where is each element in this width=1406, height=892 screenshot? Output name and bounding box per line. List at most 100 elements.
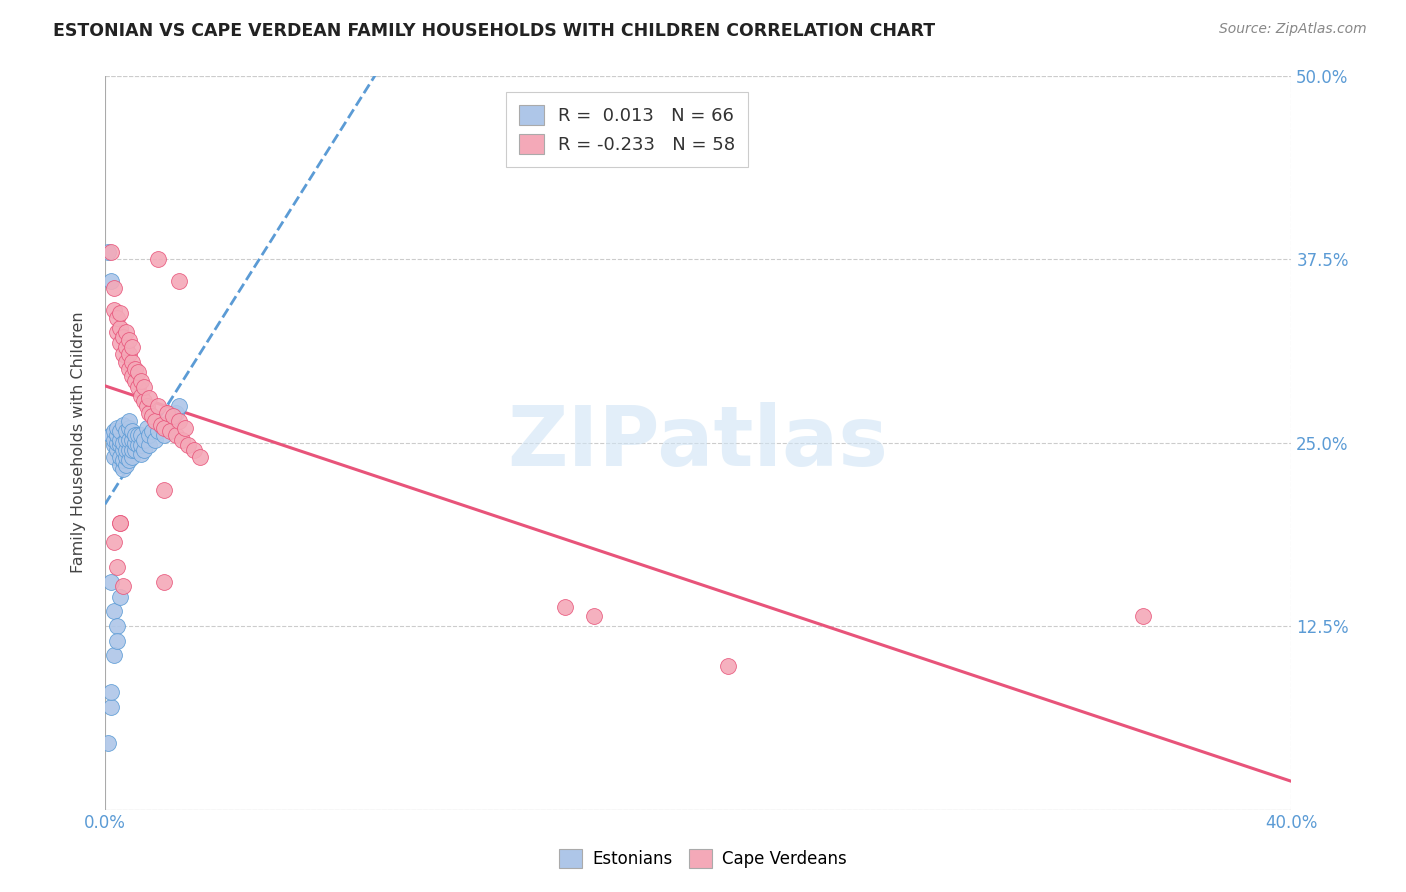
Point xyxy=(138,428,160,442)
Point xyxy=(100,274,122,288)
Point xyxy=(100,699,122,714)
Point xyxy=(108,433,131,447)
Point xyxy=(156,421,179,435)
Point xyxy=(111,453,134,467)
Point xyxy=(114,355,136,369)
Point xyxy=(108,516,131,531)
Point xyxy=(97,244,120,259)
Point xyxy=(105,560,128,574)
Point xyxy=(108,438,131,452)
Y-axis label: Family Households with Children: Family Households with Children xyxy=(72,311,86,574)
Point xyxy=(108,590,131,604)
Point xyxy=(148,252,170,266)
Point xyxy=(121,442,143,457)
Text: ZIPatlas: ZIPatlas xyxy=(508,402,889,483)
Point xyxy=(111,347,134,361)
Point xyxy=(118,362,141,376)
Point xyxy=(159,424,181,438)
Point xyxy=(159,413,181,427)
Point xyxy=(188,450,211,465)
Point xyxy=(156,406,179,420)
Point xyxy=(111,417,134,432)
Point xyxy=(153,428,176,442)
Point xyxy=(150,417,173,432)
Point xyxy=(100,574,122,589)
Point xyxy=(118,347,141,361)
Point xyxy=(129,447,152,461)
Point xyxy=(105,619,128,633)
Point xyxy=(121,369,143,384)
Point xyxy=(105,435,128,450)
Point xyxy=(148,399,170,413)
Point xyxy=(103,303,125,318)
Point xyxy=(121,424,143,438)
Point xyxy=(105,442,128,457)
Point xyxy=(100,685,122,699)
Point xyxy=(124,435,146,450)
Point xyxy=(583,608,606,623)
Point xyxy=(111,579,134,593)
Point xyxy=(103,433,125,447)
Point xyxy=(108,424,131,438)
Point xyxy=(114,326,136,340)
Point xyxy=(127,438,149,452)
Point xyxy=(174,421,197,435)
Point xyxy=(111,462,134,476)
Point xyxy=(138,406,160,420)
Point xyxy=(165,428,187,442)
Point xyxy=(108,516,131,531)
Point xyxy=(105,326,128,340)
Point xyxy=(1132,608,1154,623)
Point xyxy=(111,330,134,344)
Point xyxy=(118,421,141,435)
Point xyxy=(148,424,170,438)
Point xyxy=(135,399,157,413)
Point xyxy=(118,442,141,457)
Point xyxy=(127,428,149,442)
Point xyxy=(105,310,128,325)
Point xyxy=(717,658,740,673)
Point xyxy=(103,438,125,452)
Point xyxy=(108,306,131,320)
Point xyxy=(108,335,131,350)
Point xyxy=(100,244,122,259)
Point xyxy=(153,483,176,497)
Point xyxy=(167,399,190,413)
Point xyxy=(127,380,149,394)
Point xyxy=(103,535,125,549)
Point xyxy=(118,333,141,347)
Point xyxy=(103,450,125,465)
Point xyxy=(108,458,131,472)
Point xyxy=(167,413,190,427)
Point xyxy=(108,321,131,335)
Point xyxy=(105,421,128,435)
Point xyxy=(103,281,125,295)
Point xyxy=(124,442,146,457)
Legend: Estonians, Cape Verdeans: Estonians, Cape Verdeans xyxy=(553,842,853,875)
Point xyxy=(183,442,205,457)
Point xyxy=(554,599,576,614)
Point xyxy=(103,604,125,618)
Point xyxy=(138,438,160,452)
Point xyxy=(172,433,194,447)
Point xyxy=(153,421,176,435)
Point xyxy=(141,409,163,423)
Point xyxy=(124,374,146,388)
Point xyxy=(118,433,141,447)
Point xyxy=(97,736,120,750)
Point xyxy=(124,428,146,442)
Point xyxy=(121,433,143,447)
Point xyxy=(167,274,190,288)
Point xyxy=(105,633,128,648)
Point xyxy=(114,458,136,472)
Point xyxy=(141,424,163,438)
Point xyxy=(121,355,143,369)
Point xyxy=(129,428,152,442)
Point xyxy=(129,388,152,402)
Point xyxy=(121,450,143,465)
Point xyxy=(153,574,176,589)
Point xyxy=(111,435,134,450)
Point xyxy=(121,340,143,354)
Point xyxy=(124,362,146,376)
Point xyxy=(100,428,122,442)
